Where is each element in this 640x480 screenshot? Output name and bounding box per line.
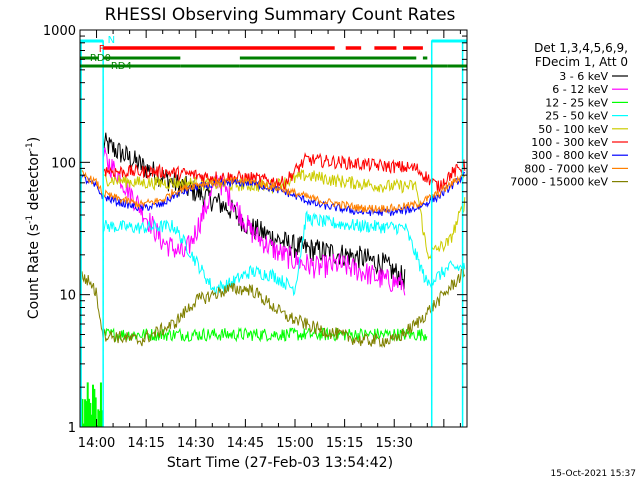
legend-label-7: 300 - 800 keV [531, 149, 608, 162]
x-tick-label: 14:45 [227, 436, 264, 451]
night-flag-bars [80, 39, 467, 427]
y-axis-label-mid: detector [26, 151, 42, 215]
rate-decimation-bars [80, 56, 467, 68]
plot-frame [79, 29, 468, 428]
legend-label-2: 6 - 12 keV [552, 83, 608, 96]
series-line-8 [80, 169, 466, 214]
f-flag-label: F [99, 44, 105, 55]
x-tick-label: 15:00 [276, 436, 313, 451]
x-tick-label: 14:30 [177, 436, 214, 451]
n-flag-label: N [108, 35, 115, 46]
series-line-2 [102, 147, 406, 296]
y-axis-label-sup1: -1 [25, 215, 35, 224]
x-tick-label: 14:15 [127, 436, 164, 451]
y-axis-label-sup2: -1 [25, 142, 35, 151]
series-line-6 [102, 152, 466, 193]
y-axis-label-main: Count Rate (s [26, 224, 42, 319]
x-tick-label: 15:30 [375, 436, 412, 451]
legend-header-line-2: FDecim 1, Att 0 [535, 55, 628, 69]
y-tick-label: 1 [68, 421, 76, 436]
y-axis-label-end: ) [26, 137, 42, 142]
y-axis-label: Count Rate (s-1 detector-1) [25, 137, 42, 319]
series-line-3 [102, 326, 428, 343]
x-tick-label: 15:15 [326, 436, 363, 451]
footer-timestamp: 15-Oct-2021 15:37 [551, 469, 636, 479]
legend-header-line-1: Det 1,3,4,5,6,9, [534, 41, 628, 55]
series-line-4 [102, 210, 466, 297]
legend-label-6: 100 - 300 keV [531, 136, 608, 149]
chart-title: RHESSI Observing Summary Count Rates [105, 5, 456, 25]
legend-label-5: 50 - 100 keV [538, 123, 608, 136]
rd0-flag-label: RD0 [90, 53, 111, 64]
legend: Det 1,3,4,5,6,9, FDecim 1, Att 0 3 - 6 k… [510, 41, 628, 189]
y-tick-label: 100 [51, 156, 76, 171]
legend-label-4: 25 - 50 keV [545, 110, 608, 123]
x-tick-label: 14:00 [78, 436, 115, 451]
legend-label-1: 3 - 6 keV [559, 70, 608, 83]
x-axis-label: Start Time (27-Feb-03 13:54:42) [167, 455, 393, 471]
series-line-1 [102, 132, 406, 290]
axis-ticks: 14:00 14:15 14:30 14:45 15:00 15:15 15:30 1 10 10… [43, 24, 467, 451]
legend-label-9: 7000 - 15000 keV [510, 176, 608, 189]
legend-label-8: 800 - 7000 keV [524, 162, 608, 175]
legend-label-3: 12 - 25 keV [545, 96, 608, 109]
rd4-flag-label: RD4 [111, 61, 132, 72]
series-line-9 [80, 266, 466, 348]
y-tick-label: 1000 [43, 24, 76, 39]
y-tick-label: 10 [59, 289, 76, 304]
